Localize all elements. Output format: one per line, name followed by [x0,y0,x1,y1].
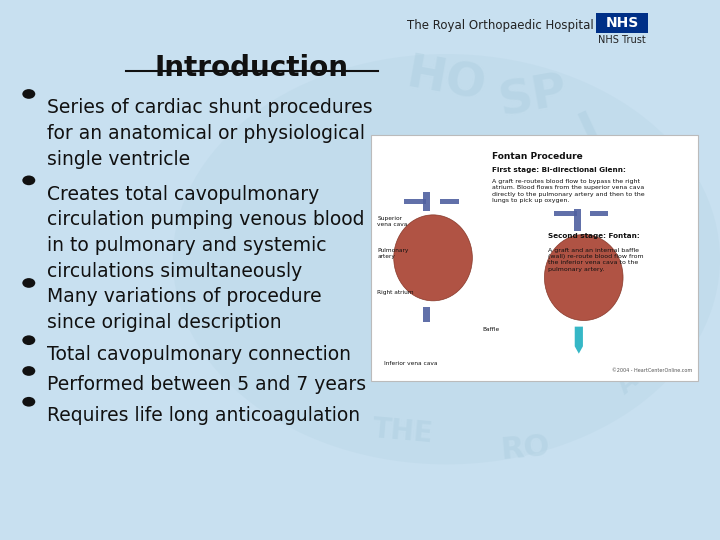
Text: A graft re-routes blood flow to bypass the right
atrium. Blood flows from the su: A graft re-routes blood flow to bypass t… [492,179,644,203]
Text: Many variations of procedure
since original description: Many variations of procedure since origi… [47,287,321,332]
Text: A graft and an internal baffle
(wall) re-route blood flow from
the inferior vena: A graft and an internal baffle (wall) re… [548,248,644,272]
Text: NHS: NHS [606,16,639,30]
Text: ©2004 - HeartCenterOnline.com: ©2004 - HeartCenterOnline.com [611,368,692,373]
Text: Baffle: Baffle [482,327,500,332]
Text: Fontan Procedure: Fontan Procedure [492,152,582,161]
FancyArrow shape [423,307,430,322]
Circle shape [22,366,35,376]
Text: Performed between 5 and 7 years: Performed between 5 and 7 years [47,375,366,394]
FancyArrow shape [575,327,583,354]
FancyArrow shape [423,192,430,211]
Text: Pulmonary
artery: Pulmonary artery [377,248,409,259]
Text: Superior
vena cava: Superior vena cava [377,216,408,227]
Text: AL: AL [613,357,654,399]
FancyBboxPatch shape [596,13,648,33]
Text: HO: HO [403,52,490,110]
FancyArrow shape [554,212,577,216]
Text: Second stage: Fontan:: Second stage: Fontan: [548,233,639,239]
Ellipse shape [544,234,623,321]
Text: Total cavopulmonary connection: Total cavopulmonary connection [47,345,351,363]
Circle shape [173,54,720,464]
Circle shape [22,278,35,288]
Text: Right atrium: Right atrium [377,290,414,295]
Circle shape [22,397,35,407]
Text: Creates total cavopulmonary
circulation pumping venous blood
in to pulmonary and: Creates total cavopulmonary circulation … [47,185,364,281]
FancyArrow shape [574,208,581,231]
Text: SP: SP [495,69,571,125]
FancyArrow shape [440,199,459,204]
Text: Series of cardiac shunt procedures
for an anatomical or physiological
single ven: Series of cardiac shunt procedures for a… [47,98,372,169]
FancyArrow shape [403,199,426,204]
Circle shape [22,176,35,185]
Text: Introduction: Introduction [155,54,349,82]
FancyArrow shape [590,212,608,216]
Text: Requires life long anticoagulation: Requires life long anticoagulation [47,406,360,425]
Circle shape [22,335,35,345]
Circle shape [22,89,35,99]
Text: RO: RO [500,431,552,465]
Text: Inferior vena cava: Inferior vena cava [384,361,438,366]
Ellipse shape [394,215,472,301]
Text: THE: THE [372,415,435,449]
Text: NHS Trust: NHS Trust [598,35,646,45]
FancyBboxPatch shape [371,135,698,381]
Text: The Royal Orthopaedic Hospital: The Royal Orthopaedic Hospital [408,19,594,32]
Text: I: I [573,105,608,154]
Text: First stage: Bi-directional Glenn:: First stage: Bi-directional Glenn: [492,167,626,173]
